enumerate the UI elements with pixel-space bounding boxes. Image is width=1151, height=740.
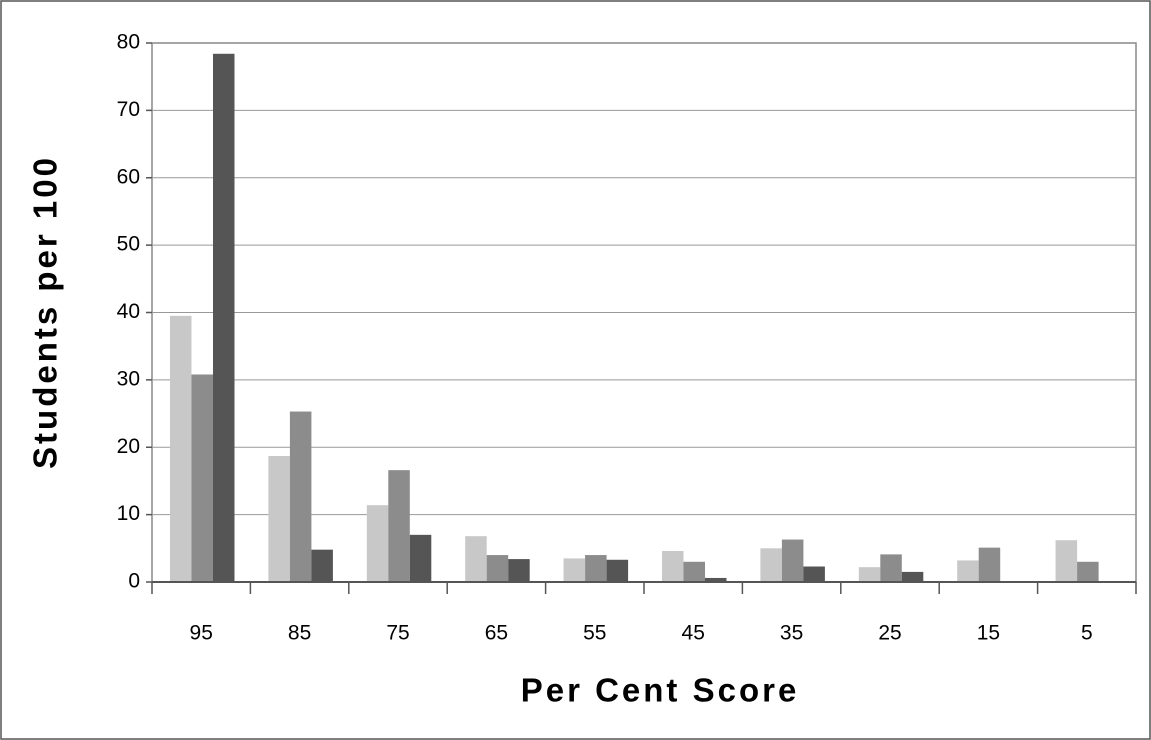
bar [978, 547, 1001, 582]
bar [486, 555, 509, 582]
bar [268, 456, 290, 582]
x-tick-label: 35 [780, 622, 803, 645]
bar [858, 567, 881, 582]
y-tick-label: 60 [117, 165, 140, 188]
bar [388, 470, 410, 582]
bar [606, 559, 629, 582]
bar [880, 554, 902, 582]
bar [1055, 540, 1078, 582]
y-tick-label: 20 [117, 435, 140, 458]
x-tick-label: 15 [977, 622, 1000, 645]
bar [409, 534, 432, 582]
bar [705, 577, 727, 582]
x-axis-title: Per Cent Score [521, 672, 800, 709]
bar [508, 559, 530, 582]
x-tick-label: 25 [878, 622, 901, 645]
x-tick-label: 85 [288, 622, 311, 645]
y-tick-label: 10 [117, 502, 140, 525]
x-tick-label: 5 [1081, 622, 1093, 645]
bar [901, 571, 924, 582]
bar [191, 374, 213, 582]
y-tick-label: 0 [128, 570, 140, 593]
bar [585, 555, 607, 582]
bar [170, 315, 192, 582]
x-tick-label: 75 [386, 622, 409, 645]
bar [662, 551, 684, 582]
x-tick-label: 45 [682, 622, 705, 645]
x-tick-label: 55 [583, 622, 606, 645]
x-tick-label: 65 [485, 622, 508, 645]
bar [1077, 561, 1099, 582]
bar [563, 558, 586, 582]
bar [366, 505, 389, 582]
bar [289, 411, 312, 582]
y-tick-label: 70 [117, 98, 140, 121]
bar [957, 560, 979, 582]
bar [803, 566, 825, 582]
y-tick-label: 80 [117, 31, 140, 54]
bar [465, 536, 487, 582]
bar [213, 53, 235, 582]
y-tick-label: 40 [117, 300, 140, 323]
bar [683, 561, 705, 582]
bar [760, 548, 782, 582]
y-tick-label: 50 [117, 233, 140, 256]
x-tick-label: 95 [190, 622, 213, 645]
y-axis-title: Students per 100 [27, 155, 64, 469]
y-tick-label: 30 [117, 367, 140, 390]
bar [311, 549, 333, 582]
bar [781, 539, 804, 582]
